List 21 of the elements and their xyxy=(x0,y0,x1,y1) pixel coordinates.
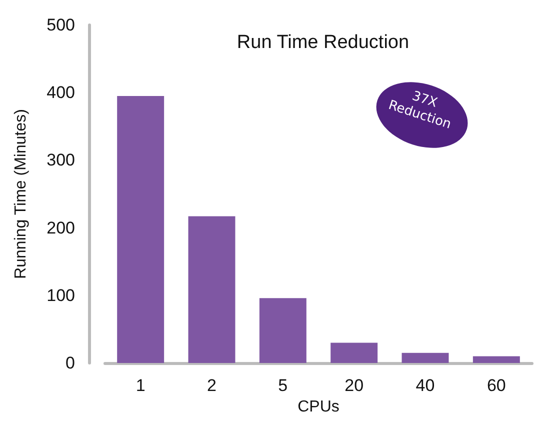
bar xyxy=(330,342,378,363)
bar xyxy=(259,298,306,363)
x-axis-title: CPUs xyxy=(298,398,340,416)
x-tick-label: 60 xyxy=(486,376,506,395)
x-tick-label: 40 xyxy=(416,376,435,395)
y-axis-title: Running Time (Minutes) xyxy=(12,109,30,279)
x-tick-label: 20 xyxy=(344,376,364,395)
bar xyxy=(472,356,520,363)
y-tick-label: 500 xyxy=(46,16,75,34)
bar xyxy=(188,216,236,363)
bar xyxy=(402,352,449,363)
y-tick-label: 100 xyxy=(46,286,75,305)
chart-title: Run Time Reduction xyxy=(236,32,410,53)
bar xyxy=(117,96,164,363)
y-tick-label: 300 xyxy=(46,150,75,170)
y-tick-label: 0 xyxy=(66,354,75,372)
x-tick-label: 5 xyxy=(278,376,288,395)
x-tick-label: 1 xyxy=(136,376,146,395)
x-tick-label: 2 xyxy=(207,376,216,395)
y-tick-label: 400 xyxy=(46,83,75,102)
y-tick-label: 200 xyxy=(46,218,75,238)
